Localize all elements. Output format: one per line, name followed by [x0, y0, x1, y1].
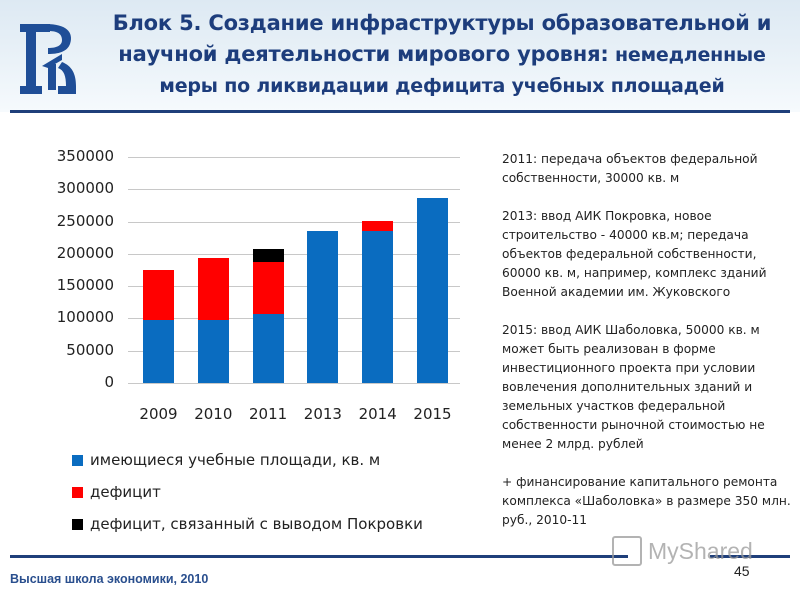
page-number: 45	[734, 563, 750, 579]
y-tick-label: 250000	[56, 211, 114, 230]
bar-2014	[362, 140, 394, 440]
bar-segment	[143, 320, 174, 383]
gridline	[128, 286, 460, 288]
stacked-bar-chart: 0 50000 100000 150000 200000 250000 300000 3500…	[0, 140, 480, 440]
bar-segment	[252, 249, 284, 263]
header-divider	[10, 110, 790, 113]
gridline	[128, 221, 460, 223]
footer-divider	[10, 555, 628, 558]
bar-segment	[417, 197, 448, 383]
notes-panel: 2011: передача объектов федеральной собс…	[502, 150, 792, 549]
legend-label: дефицит	[90, 483, 161, 501]
footer-org: Высшая школа экономики, 2010	[10, 572, 209, 586]
bar-segment	[197, 258, 229, 321]
x-tick-label: 2009	[139, 405, 178, 423]
legend-item-deficit: дефицит	[72, 476, 423, 508]
x-tick-label: 2013	[303, 405, 342, 423]
legend-swatch-blue	[72, 454, 83, 466]
x-tick-label: 2011	[249, 405, 288, 423]
presentation-board-icon	[612, 536, 642, 566]
bar-segment	[307, 230, 339, 383]
bar-segment	[197, 320, 229, 383]
note-2011: 2011: передача объектов федеральной собс…	[502, 152, 758, 185]
y-tick-label: 300000	[56, 179, 114, 198]
legend-label: дефицит, связанный с выводом Покровки	[90, 515, 423, 533]
note-2013: 2013: ввод АИК Покровка, новое строитель…	[502, 209, 767, 299]
y-tick-label: 200000	[56, 243, 114, 262]
footer-divider-right	[710, 555, 790, 558]
bar-2010	[197, 140, 229, 440]
title-line-2-main: научной деятельности мирового уровня:	[118, 42, 609, 66]
note-2015: 2015: ввод АИК Шаболовка, 50000 кв. м мо…	[502, 323, 765, 451]
gridline	[128, 350, 460, 352]
gridline	[128, 157, 460, 158]
chart-legend: имеющиеся учебные площади, кв. м дефицит…	[72, 444, 423, 540]
y-tick-label: 50000	[66, 340, 114, 359]
legend-swatch-black	[72, 518, 83, 530]
title-line-2: научной деятельности мирового уровня: не…	[92, 39, 792, 71]
bar-segment	[362, 220, 394, 231]
y-tick-label: 150000	[56, 276, 114, 295]
gridline	[128, 383, 460, 384]
bar-2009	[143, 140, 174, 440]
y-axis-labels: 0 50000 100000 150000 200000 250000 300000 3500…	[0, 140, 114, 440]
bar-segment	[252, 313, 284, 383]
bar-segment	[362, 230, 394, 383]
hse-logo-icon	[20, 24, 76, 94]
gridline	[128, 318, 460, 320]
bar-2011	[252, 140, 284, 440]
watermark-text: MyShared	[648, 537, 753, 564]
x-tick-label: 2010	[194, 405, 233, 423]
legend-label: имеющиеся учебные площади, кв. м	[90, 451, 381, 469]
slide-title: Блок 5. Создание инфраструктуры образова…	[92, 8, 792, 102]
note-financing: + финансирование капитального ремонта ко…	[502, 475, 791, 527]
y-tick-label: 350000	[56, 147, 114, 165]
slide-header: Блок 5. Создание инфраструктуры образова…	[0, 0, 800, 112]
bar-2013	[307, 140, 339, 440]
bar-segment	[143, 270, 174, 321]
y-tick-label: 100000	[56, 308, 114, 327]
watermark: MyShared	[612, 536, 753, 566]
x-tick-label: 2015	[413, 405, 452, 423]
gridline	[128, 253, 460, 255]
title-line-2-rest: немедленные	[608, 44, 766, 66]
y-tick-label: 0	[104, 373, 114, 391]
legend-item-pokrovka-deficit: дефицит, связанный с выводом Покровки	[72, 508, 423, 540]
legend-item-existing: имеющиеся учебные площади, кв. м	[72, 444, 423, 476]
x-tick-label: 2014	[358, 405, 397, 423]
title-line-1: Блок 5. Создание инфраструктуры образова…	[112, 11, 772, 35]
bar-2015	[417, 140, 448, 440]
gridline	[128, 189, 460, 191]
title-line-3: меры по ликвидации дефицита учебных площ…	[159, 75, 725, 97]
bar-segment	[252, 262, 284, 314]
legend-swatch-red	[72, 486, 83, 498]
